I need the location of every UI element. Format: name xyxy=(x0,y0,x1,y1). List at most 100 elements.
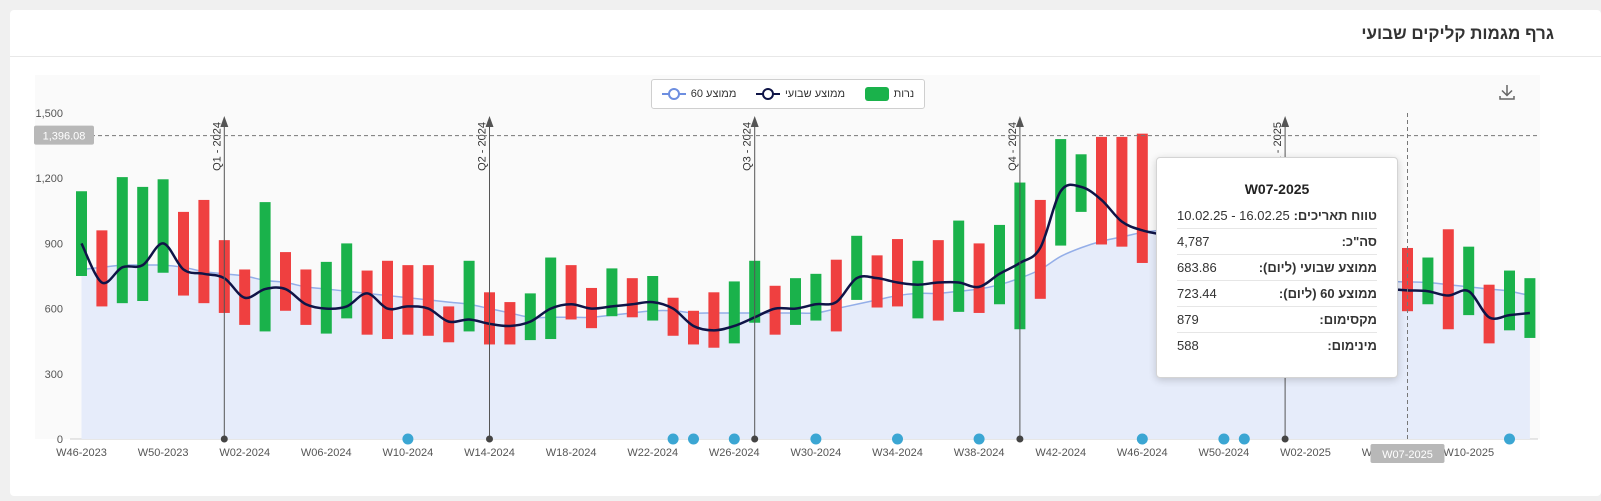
legend-label: ממוצע שבועי xyxy=(784,88,846,100)
tooltip-row-avg60: ממוצע 60 (ליום): 723.44 xyxy=(1177,281,1377,307)
x-tick-label: W02-2025 xyxy=(1280,447,1331,459)
x-tick-label: W46-2024 xyxy=(1117,447,1168,459)
candle-down xyxy=(443,306,455,343)
tooltip-label: מקסימום: xyxy=(1319,312,1377,327)
candle-down xyxy=(1442,229,1454,330)
x-tick-label: W02-2024 xyxy=(219,447,270,459)
tooltip-row-max: מקסימום: 879 xyxy=(1177,307,1377,333)
avg60-swatch-icon xyxy=(661,88,686,100)
candle-up xyxy=(1075,154,1087,212)
candle-up xyxy=(157,179,169,273)
event-dot xyxy=(728,433,740,445)
candle-down xyxy=(626,278,638,318)
candle-up xyxy=(524,293,536,341)
candle-down xyxy=(178,211,189,296)
candle-down xyxy=(198,199,210,304)
x-tick-label: W26-2024 xyxy=(709,447,760,459)
candle-up xyxy=(647,276,659,321)
candle-down xyxy=(667,297,679,336)
candle-down xyxy=(300,269,312,325)
quarter-arrow-icon xyxy=(1281,116,1290,127)
candle-down xyxy=(565,265,577,320)
candle-up xyxy=(1422,257,1434,305)
candle-up xyxy=(1463,246,1475,316)
quarter-dot xyxy=(486,435,493,443)
x-tick-label: W22-2024 xyxy=(627,447,678,459)
x-tick-label: W14-2024 xyxy=(464,447,515,459)
legend-label: נרות xyxy=(893,88,915,100)
quarter-dot xyxy=(751,435,759,443)
tooltip-row-weekly-avg: ממוצע שבועי (ליום): 683.86 xyxy=(1177,255,1377,281)
legend-item-weekly-avg[interactable]: ממוצע שבועי xyxy=(755,87,846,101)
chart-legend: נרות ממוצע שבועי ממוצע 60 xyxy=(651,79,925,109)
quarter-arrow-icon xyxy=(220,116,229,127)
candle-down xyxy=(1483,284,1495,344)
x-tick-label: W46-2023 xyxy=(56,447,107,459)
y-tick-label: 300 xyxy=(45,369,63,381)
tooltip-value: 683.86 xyxy=(1177,260,1217,275)
x-tick-label: W30-2024 xyxy=(791,447,842,459)
candle-up xyxy=(1504,270,1515,331)
x-tick-label: W50-2024 xyxy=(1199,447,1250,459)
candle-down xyxy=(361,270,373,335)
candle-up xyxy=(320,261,332,334)
tooltip-row-date-range: טווח תאריכים: 10.02.25 - 16.02.25 xyxy=(1177,203,1377,229)
legend-item-candles[interactable]: נרות xyxy=(864,87,915,101)
page-title: גרף מגמות קליקים שבועי xyxy=(1361,24,1554,43)
crosshair-x-badge xyxy=(1370,444,1445,463)
legend-item-avg60[interactable]: ממוצע 60 xyxy=(661,87,736,101)
candle-down xyxy=(769,285,781,335)
candle-down xyxy=(830,259,842,332)
x-tick-label: W34-2024 xyxy=(872,447,923,459)
x-tick-label: W06-2024 xyxy=(301,447,352,459)
candle-down xyxy=(871,255,883,308)
quarter-dot xyxy=(220,435,228,443)
y-tick-label: 900 xyxy=(45,238,63,250)
quarter-label: Q1 - 2024 xyxy=(211,122,223,171)
candle-up xyxy=(341,243,353,319)
candle-down xyxy=(973,243,985,313)
tooltip-label: מינימום: xyxy=(1327,338,1377,353)
y-tick-label: 0 xyxy=(57,434,63,446)
candle-down xyxy=(280,252,291,311)
event-dot xyxy=(1238,433,1250,445)
crosshair-y-label: 1,396.08 xyxy=(43,131,86,143)
tooltip-value: 723.44 xyxy=(1177,286,1217,301)
candle-up xyxy=(912,260,924,319)
quarter-arrow-icon xyxy=(750,116,759,127)
candle-down xyxy=(1096,136,1107,245)
chart-tooltip: W07-2025 טווח תאריכים: 10.02.25 - 16.02.… xyxy=(1156,157,1398,378)
candle-down xyxy=(422,265,434,336)
crosshair-y-badge xyxy=(34,125,94,145)
candle-down xyxy=(402,265,414,335)
event-dot xyxy=(1218,433,1230,445)
quarter-dot xyxy=(1016,435,1024,443)
tooltip-label: ממוצע שבועי (ליום): xyxy=(1258,260,1377,275)
candle-down xyxy=(688,310,699,345)
tooltip-row-min: מינימום: 588 xyxy=(1177,333,1377,358)
download-icon[interactable] xyxy=(1497,82,1517,102)
candle-down xyxy=(1402,247,1413,312)
quarter-label: Q4 - 2024 xyxy=(1007,122,1019,171)
card-header: גרף מגמות קליקים שבועי xyxy=(10,10,1601,57)
candle-up xyxy=(76,191,87,276)
candle-down xyxy=(1116,136,1128,247)
candle-up xyxy=(994,224,1005,305)
event-dot xyxy=(892,433,903,445)
quarter-label: Q2 - 2024 xyxy=(477,122,489,171)
candle-up xyxy=(259,202,271,332)
candle-up xyxy=(606,268,618,317)
y-tick-label: 600 xyxy=(45,304,63,316)
tooltip-value: 10.02.25 - 16.02.25 xyxy=(1177,208,1290,223)
candle-down xyxy=(504,302,516,345)
candle-down xyxy=(892,239,903,307)
candle-down xyxy=(382,260,393,340)
quarter-dot xyxy=(1281,435,1289,443)
candle-down xyxy=(932,240,944,321)
tooltip-value: 588 xyxy=(1177,338,1199,353)
tooltip-value: 879 xyxy=(1177,312,1199,327)
quarter-label: Q3 - 2024 xyxy=(742,122,754,171)
event-dot xyxy=(688,433,699,445)
quarter-arrow-icon xyxy=(485,116,494,127)
candle-down xyxy=(1136,133,1148,263)
